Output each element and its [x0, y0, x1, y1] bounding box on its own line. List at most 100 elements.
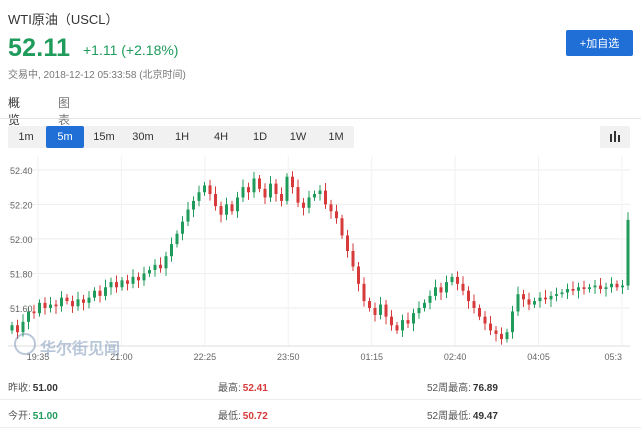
candle-body [577, 287, 580, 291]
candle-body [219, 206, 223, 215]
candle-body [516, 294, 520, 312]
candle-body [32, 311, 36, 314]
candle-body [390, 316, 393, 326]
period-5m[interactable]: 5m [46, 126, 84, 148]
candle-body [368, 301, 371, 308]
candle-body [412, 313, 415, 324]
candle-body [54, 304, 58, 307]
candle-body [236, 197, 239, 212]
candle-body [472, 301, 476, 308]
period-1h[interactable]: 1H [174, 131, 190, 143]
candle-body [626, 219, 630, 286]
candle-body [214, 194, 217, 207]
period-1m[interactable]: 1m [18, 131, 34, 143]
add-watchlist-button[interactable]: +加自选 [566, 30, 633, 56]
candle-body [478, 308, 481, 317]
stat-52w-high: 52周最高: 76.89 [427, 383, 498, 394]
candle-body [131, 276, 135, 284]
candle-body [142, 273, 146, 281]
period-1w[interactable]: 1W [289, 131, 307, 143]
candle-body [428, 295, 432, 303]
candlestick-chart[interactable]: 52.40 52.20 52.00 51.80 51.60 19:35 21:00 22:25… [0, 152, 641, 366]
candle-body [357, 266, 360, 284]
candle-body [593, 285, 597, 288]
stat-high: 最高: 52.41 [218, 383, 268, 394]
stat-52w-low: 52周最低: 49.47 [427, 411, 498, 422]
candle-body [538, 297, 542, 302]
candle-body [588, 287, 591, 289]
candle-body [582, 287, 586, 289]
candle-body [313, 194, 316, 198]
candle-body [549, 295, 553, 300]
candle-body [302, 202, 305, 208]
candle-body [450, 276, 454, 283]
candle-body [104, 287, 107, 296]
tab-chart[interactable]: 图表 [58, 96, 71, 127]
instrument-title: WTI原油（USCL） [8, 12, 119, 27]
period-30m[interactable]: 30m [132, 131, 154, 143]
candle-body [401, 320, 404, 331]
candle-body [395, 325, 399, 331]
candle-body [329, 204, 333, 212]
candle-body [555, 294, 558, 296]
x-tick-label: 19:35 [27, 352, 50, 362]
candle-body [93, 290, 96, 298]
candle-body [192, 200, 195, 210]
candle-body [522, 294, 525, 300]
x-tick-label: 04:05 [527, 352, 550, 362]
period-1d[interactable]: 1D [252, 131, 268, 143]
candle-body [351, 251, 355, 267]
candle-body [384, 304, 388, 317]
period-1mo[interactable]: 1M [328, 131, 344, 143]
trading-status: 交易中, 2018-12-12 05:33:58 (北京时间) [8, 70, 186, 81]
candle-body [467, 290, 470, 302]
candle-body [153, 264, 157, 270]
candle-body [137, 276, 140, 281]
y-tick-label: 52.20 [10, 200, 33, 210]
x-tick-label: 02:40 [444, 352, 467, 362]
candle-body [164, 256, 168, 269]
price-chart[interactable]: 52.40 52.20 52.00 51.80 51.60 19:35 21:00 22:25… [0, 152, 641, 366]
candle-body [533, 301, 536, 305]
candle-body [340, 218, 344, 236]
candle-body [65, 297, 69, 302]
candle-body [181, 221, 184, 234]
candle-body [21, 321, 25, 333]
candle-body [511, 311, 514, 333]
candle-body [483, 316, 487, 324]
candle-body [571, 289, 575, 291]
candle-body [318, 190, 322, 194]
y-tick-label: 51.80 [10, 269, 33, 279]
candle-body [285, 176, 289, 201]
candle-body [10, 325, 14, 331]
candle-body [500, 333, 503, 340]
stat-prev-close: 昨收: 51.00 [8, 383, 58, 394]
candle-body [175, 233, 179, 245]
candle-body [615, 283, 619, 288]
watermark-logo-icon [14, 333, 36, 355]
chart-type-button[interactable] [600, 126, 630, 148]
candle-body [247, 187, 250, 193]
y-tick-label: 51.60 [10, 304, 33, 314]
candle-body [38, 302, 41, 314]
period-15m[interactable]: 15m [93, 131, 115, 143]
candle-body [494, 330, 498, 334]
candle-body [109, 282, 113, 288]
tabs-divider [0, 118, 641, 119]
candle-body [489, 323, 492, 331]
candle-body [208, 185, 212, 194]
candle-body [82, 299, 85, 303]
candle-body [16, 325, 19, 333]
y-tick-label: 52.00 [10, 235, 33, 245]
candle-body [241, 187, 245, 198]
candle-body [252, 178, 256, 193]
period-4h[interactable]: 4H [213, 131, 229, 143]
candle-body [434, 287, 437, 296]
candle-body [274, 183, 278, 194]
period-selector: 1m 5m 15m 30m 1H 4H 1D 1W 1M [8, 126, 354, 148]
price-change: +1.11 (+2.18%) [83, 42, 179, 58]
candle-body [439, 287, 443, 293]
candle-body [324, 190, 327, 205]
candle-body [71, 301, 74, 307]
candle-body [126, 280, 129, 284]
